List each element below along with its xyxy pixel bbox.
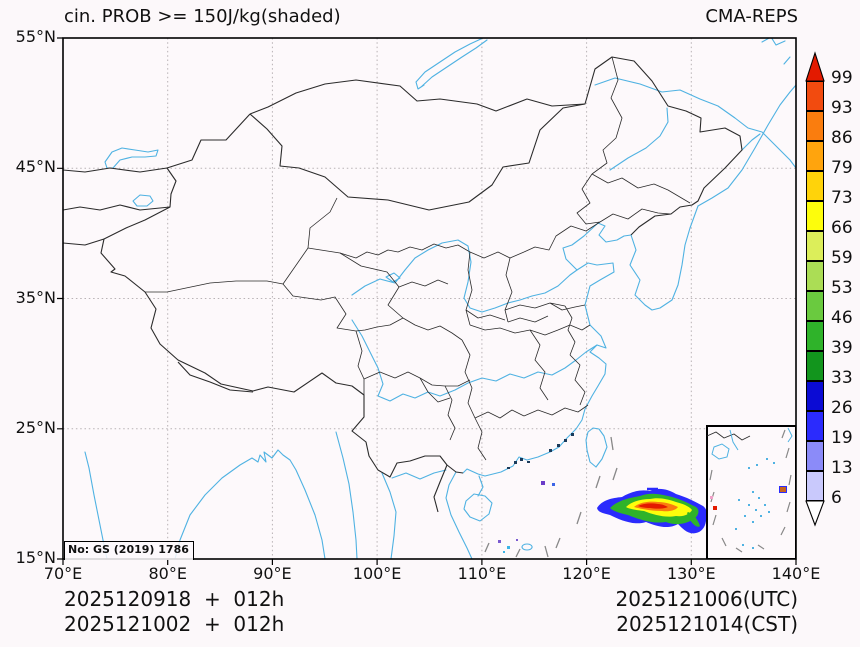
colorbar-tick-label: 66 bbox=[831, 218, 853, 238]
colorbar-tick-label: 86 bbox=[831, 128, 853, 148]
x-tick-label: 90°E bbox=[253, 564, 292, 583]
colorbar-cell bbox=[806, 471, 824, 501]
y-tick-label: 35°N bbox=[15, 287, 56, 307]
colorbar-tick-label: 19 bbox=[831, 428, 853, 448]
probability-specks bbox=[498, 481, 658, 553]
x-tick-label: 120°E bbox=[562, 564, 611, 583]
colorbar-cell bbox=[806, 321, 824, 351]
init-time-cst: 2025121002 + 012h bbox=[64, 612, 285, 636]
init-time-utc: 2025120918 + 012h bbox=[64, 587, 285, 611]
colorbar-tick-label: 33 bbox=[831, 368, 853, 388]
colorbar-under-triangle bbox=[805, 500, 825, 527]
probability-plume bbox=[597, 488, 707, 534]
colorbar-tick-label: 53 bbox=[831, 278, 853, 298]
coastal-detail-dots bbox=[507, 433, 574, 469]
colorbar-tick-label: 73 bbox=[831, 188, 853, 208]
colorbar-cell bbox=[806, 231, 824, 261]
y-tick-label: 55°N bbox=[15, 27, 56, 46]
y-tick-label: 25°N bbox=[15, 417, 56, 437]
colorbar-tick-label: 39 bbox=[831, 338, 853, 358]
colorbar-tick-label: 99 bbox=[831, 68, 853, 88]
gridlines bbox=[63, 38, 796, 559]
colorbar-tick-label: 26 bbox=[831, 398, 853, 418]
map-license-label: No: GS (2019) 1786 bbox=[64, 541, 194, 560]
model-name: CMA-REPS bbox=[705, 6, 798, 27]
province-border-layer bbox=[145, 56, 691, 461]
colorbar-tick-label: 6 bbox=[831, 488, 842, 508]
south-china-sea-inset bbox=[706, 425, 796, 559]
nine-dash-line bbox=[484, 436, 618, 558]
x-tick-label: 140°E bbox=[771, 564, 821, 583]
colorbar-tick-label: 46 bbox=[831, 308, 853, 328]
colorbar-tick-label: 59 bbox=[831, 248, 853, 268]
x-tick-label: 100°E bbox=[352, 564, 402, 583]
national-border-layer bbox=[63, 56, 743, 513]
valid-time-cst: 2025121014(CST) bbox=[616, 612, 798, 636]
colorbar-cell bbox=[806, 381, 824, 411]
colorbar-cell bbox=[806, 261, 824, 291]
inset-speck-pink bbox=[710, 496, 713, 499]
colorbar-over-triangle bbox=[805, 51, 825, 82]
colorbar-cell bbox=[806, 141, 824, 171]
colorbar-cell bbox=[806, 291, 824, 321]
axis-ticks bbox=[57, 37, 797, 565]
colorbar-tick-label: 93 bbox=[831, 98, 853, 118]
inset-islets bbox=[735, 458, 775, 549]
x-tick-label: 130°E bbox=[666, 564, 716, 583]
x-tick-label: 70°E bbox=[43, 564, 83, 583]
y-tick-label: 45°N bbox=[15, 157, 56, 177]
colorbar-cell bbox=[806, 201, 824, 231]
x-tick-label: 80°E bbox=[148, 564, 187, 583]
colorbar-cell bbox=[806, 171, 824, 201]
colorbar-tick-label: 13 bbox=[831, 458, 853, 478]
inset-speck-orange bbox=[780, 487, 786, 492]
colorbar-tick-label: 79 bbox=[831, 158, 853, 178]
colorbar-cell bbox=[806, 411, 824, 441]
plot-title: cin. PROB >= 150J/kg(shaded) bbox=[64, 6, 341, 27]
x-tick-label: 110°E bbox=[457, 564, 507, 583]
colorbar-cell bbox=[806, 111, 824, 141]
colorbar-cell bbox=[806, 81, 824, 111]
colorbar-cell bbox=[806, 351, 824, 381]
valid-time-utc: 2025121006(UTC) bbox=[615, 587, 799, 611]
y-tick-label: 15°N bbox=[15, 548, 56, 567]
colorbar-cell bbox=[806, 441, 824, 471]
inset-speck-red bbox=[713, 506, 717, 510]
